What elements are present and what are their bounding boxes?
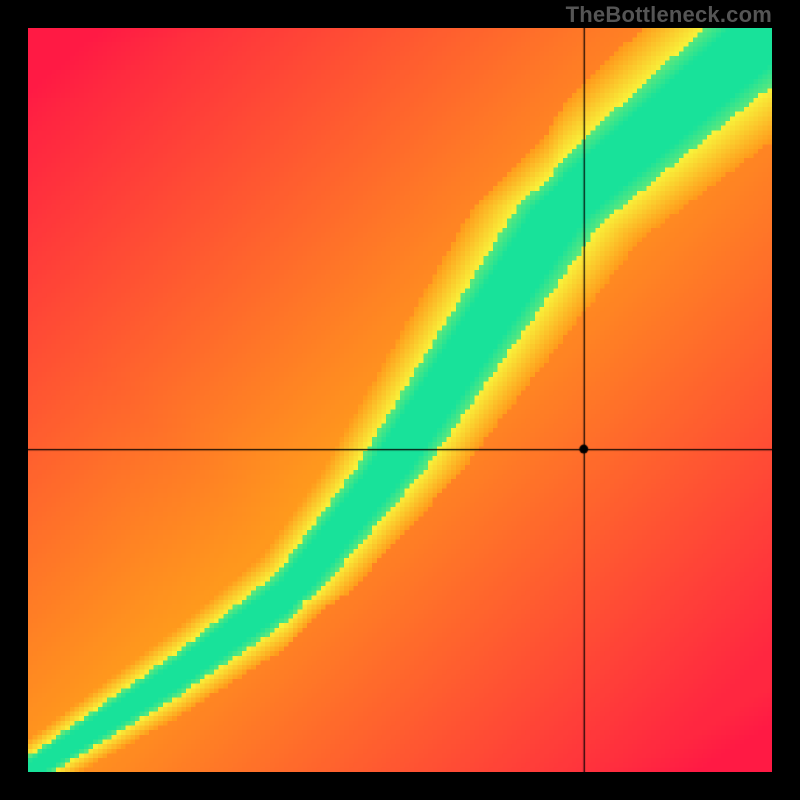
watermark-text: TheBottleneck.com — [566, 2, 772, 28]
crosshair-overlay — [28, 28, 772, 772]
chart-container: { "watermark": { "text": "TheBottleneck.… — [0, 0, 800, 800]
